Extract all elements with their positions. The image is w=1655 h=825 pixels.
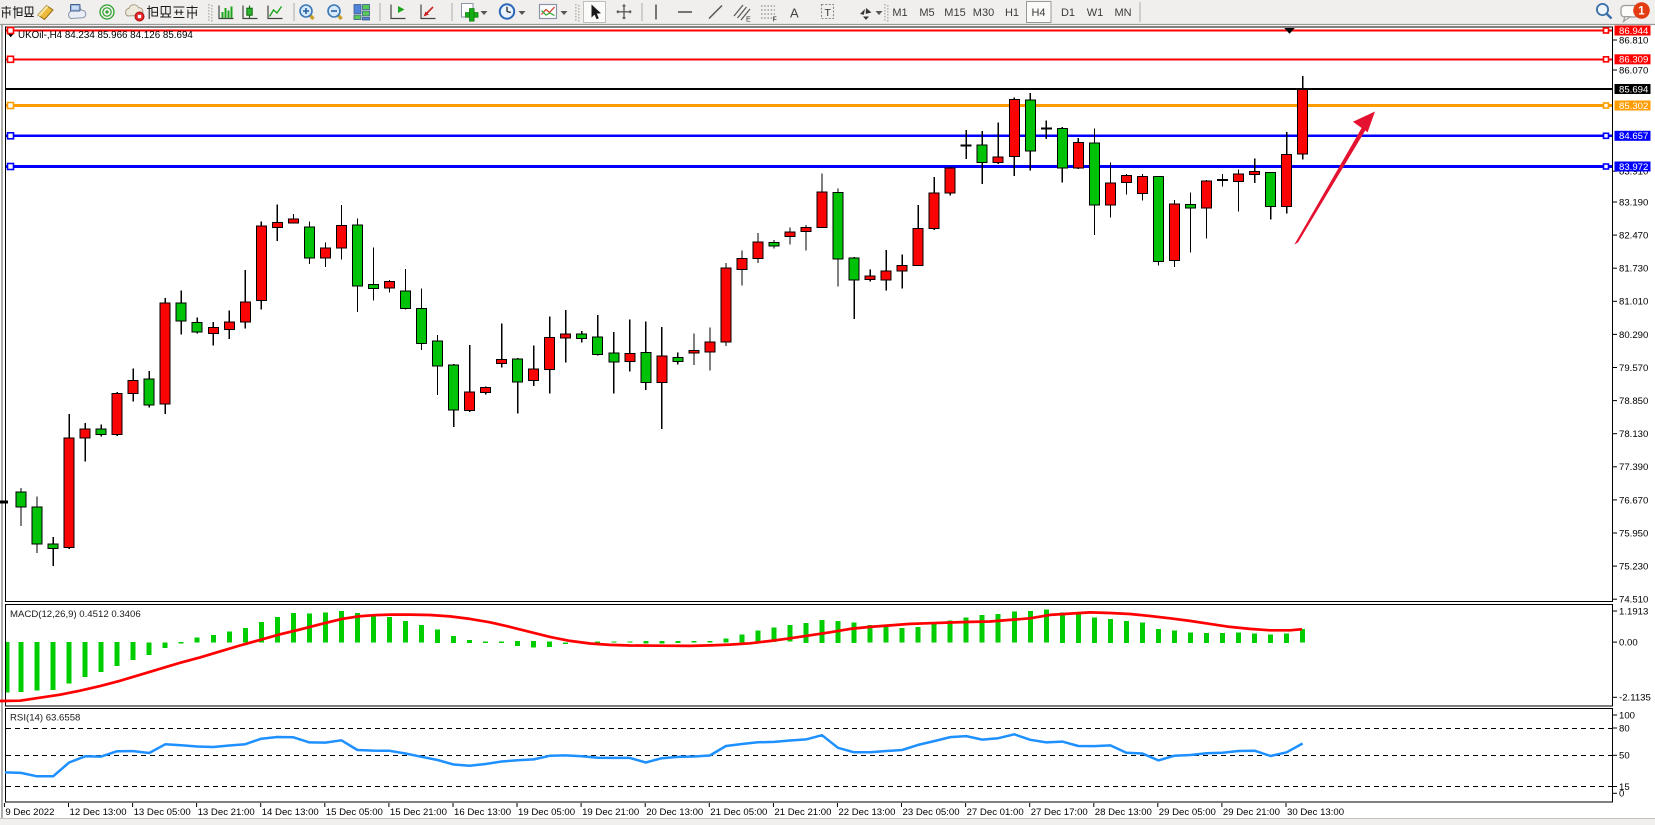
- svg-text:75.230: 75.230: [1619, 562, 1648, 573]
- svg-text:0.00: 0.00: [1619, 638, 1638, 649]
- svg-text:82.470: 82.470: [1619, 231, 1648, 242]
- svg-text:H4: H4: [1031, 7, 1045, 19]
- svg-text:86.309: 86.309: [1619, 55, 1648, 66]
- svg-text:21 Dec 05:00: 21 Dec 05:00: [710, 807, 767, 818]
- svg-text:A: A: [790, 6, 799, 21]
- svg-text:M1: M1: [892, 7, 907, 19]
- svg-text:13 Dec 05:00: 13 Dec 05:00: [134, 807, 191, 818]
- svg-text:15: 15: [1619, 782, 1630, 793]
- svg-text:83.972: 83.972: [1619, 162, 1648, 173]
- svg-text:29 Dec 05:00: 29 Dec 05:00: [1159, 807, 1216, 818]
- svg-text:77.390: 77.390: [1619, 462, 1648, 473]
- svg-text:28 Dec 13:00: 28 Dec 13:00: [1095, 807, 1152, 818]
- svg-text:86.944: 86.944: [1619, 26, 1649, 37]
- svg-text:85.694: 85.694: [1619, 84, 1649, 95]
- svg-text:RSI(14) 63.6558: RSI(14) 63.6558: [10, 713, 80, 724]
- svg-text:D1: D1: [1061, 7, 1075, 19]
- svg-text:19 Dec 21:00: 19 Dec 21:00: [582, 807, 639, 818]
- svg-text:14 Dec 13:00: 14 Dec 13:00: [262, 807, 319, 818]
- svg-text:84.657: 84.657: [1619, 131, 1648, 142]
- svg-text:76.670: 76.670: [1619, 495, 1648, 506]
- svg-text:T: T: [825, 7, 832, 19]
- svg-text:27 Dec 01:00: 27 Dec 01:00: [967, 807, 1024, 818]
- svg-text:15 Dec 21:00: 15 Dec 21:00: [390, 807, 447, 818]
- svg-text:86.070: 86.070: [1619, 65, 1648, 76]
- svg-text:1: 1: [1638, 6, 1645, 18]
- svg-text:83.190: 83.190: [1619, 197, 1648, 208]
- svg-text:83.910: 83.910: [1619, 167, 1648, 178]
- svg-text:F: F: [773, 17, 777, 24]
- svg-text:19 Dec 05:00: 19 Dec 05:00: [518, 807, 575, 818]
- svg-text:78.850: 78.850: [1619, 396, 1648, 407]
- svg-text:80: 80: [1619, 723, 1630, 734]
- svg-text:M15: M15: [944, 7, 965, 19]
- svg-text:W1: W1: [1087, 7, 1104, 19]
- svg-text:50: 50: [1619, 751, 1630, 762]
- svg-text:85.302: 85.302: [1619, 101, 1648, 112]
- svg-text:15 Dec 05:00: 15 Dec 05:00: [326, 807, 383, 818]
- svg-text:81.010: 81.010: [1619, 297, 1648, 308]
- svg-text:-2.1135: -2.1135: [1619, 693, 1651, 704]
- svg-text:23 Dec 05:00: 23 Dec 05:00: [903, 807, 960, 818]
- svg-text:16 Dec 13:00: 16 Dec 13:00: [454, 807, 511, 818]
- svg-text:UKOil-,H4 84.234 85.966 84.12: UKOil-,H4 84.234 85.966 84.126 85.694: [18, 30, 193, 41]
- svg-text:22 Dec 13:00: 22 Dec 13:00: [838, 807, 895, 818]
- svg-text:MACD(12,26,9) 0.4512 0.3406: MACD(12,26,9) 0.4512 0.3406: [10, 609, 141, 620]
- svg-text:M5: M5: [919, 7, 934, 19]
- svg-text:9 Dec 2022: 9 Dec 2022: [5, 807, 54, 818]
- svg-text:E: E: [746, 17, 751, 24]
- svg-text:30 Dec 13:00: 30 Dec 13:00: [1287, 807, 1344, 818]
- svg-text:100: 100: [1619, 710, 1635, 721]
- svg-text:20 Dec 13:00: 20 Dec 13:00: [646, 807, 703, 818]
- svg-text:78.130: 78.130: [1619, 429, 1648, 440]
- svg-text:13 Dec 21:00: 13 Dec 21:00: [198, 807, 255, 818]
- svg-text:86.810: 86.810: [1619, 35, 1648, 46]
- svg-text:M30: M30: [973, 7, 994, 19]
- svg-text:1.1913: 1.1913: [1619, 606, 1648, 617]
- svg-text:79.570: 79.570: [1619, 363, 1648, 374]
- svg-text:21 Dec 21:00: 21 Dec 21:00: [774, 807, 831, 818]
- svg-text:MN: MN: [1114, 7, 1131, 19]
- svg-text:80.290: 80.290: [1619, 330, 1648, 341]
- svg-text:81.730: 81.730: [1619, 264, 1648, 275]
- svg-text:12 Dec 13:00: 12 Dec 13:00: [70, 807, 127, 818]
- svg-text:74.510: 74.510: [1619, 595, 1648, 606]
- svg-text:27 Dec 17:00: 27 Dec 17:00: [1031, 807, 1088, 818]
- svg-text:29 Dec 21:00: 29 Dec 21:00: [1223, 807, 1280, 818]
- svg-text:0: 0: [1619, 789, 1624, 800]
- svg-text:75.950: 75.950: [1619, 528, 1648, 539]
- svg-text:H1: H1: [1005, 7, 1019, 19]
